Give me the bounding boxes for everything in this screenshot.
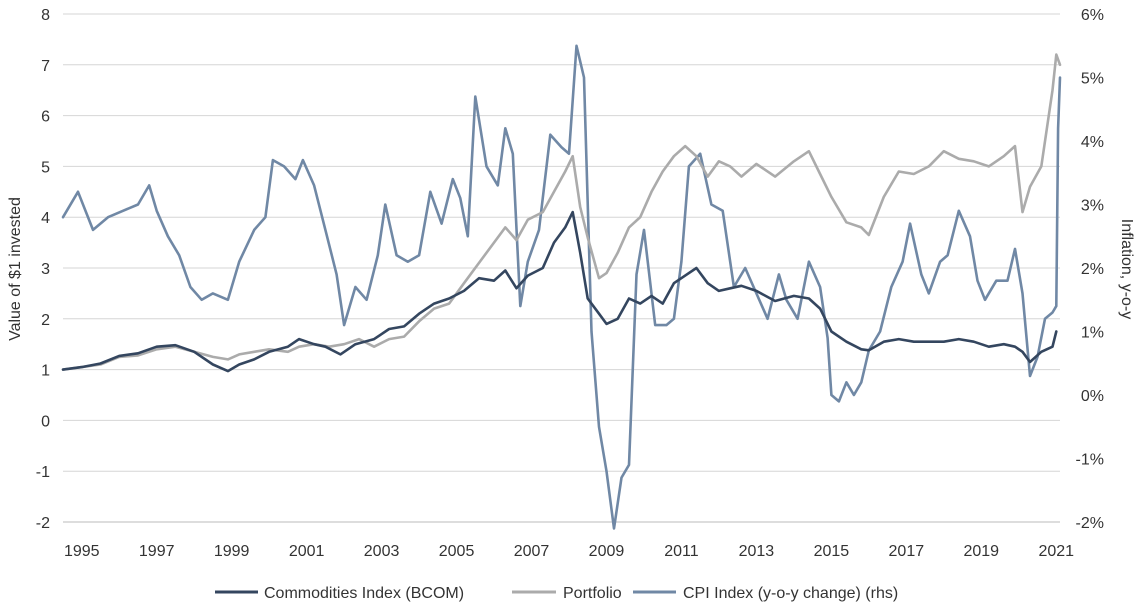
x-tick-label: 2005	[439, 543, 475, 560]
legend-label-commodities: Commodities Index (BCOM)	[264, 585, 464, 602]
x-tick-label: 2021	[1038, 543, 1074, 560]
y-tick-label: 0	[41, 413, 50, 430]
x-tick-label: 1997	[139, 543, 175, 560]
y2-tick-label: 6%	[1081, 7, 1104, 24]
series-line-cpi	[61, 44, 1062, 530]
series-lines	[61, 44, 1062, 530]
gridlines	[63, 13, 1060, 472]
right-axis-ticks: -2% -1% 0% 1% 2% 3% 4% 5% 6%	[1076, 7, 1104, 532]
x-tick-label: 2017	[889, 543, 925, 560]
legend: Commodities Index (BCOM) Portfolio CPI I…	[215, 585, 898, 602]
series-line-commodities	[61, 210, 1058, 373]
y2-tick-label: 5%	[1081, 71, 1104, 88]
y-tick-label: 2	[41, 312, 50, 329]
x-tick-label: 1999	[214, 543, 250, 560]
right-axis-title: Inflation, y-o-y	[1118, 219, 1135, 319]
y-tick-label: 4	[41, 210, 50, 227]
y2-tick-label: 1%	[1081, 325, 1104, 342]
legend-label-portfolio: Portfolio	[563, 585, 622, 602]
y-tick-label: 6	[41, 109, 50, 126]
y-tick-label: -2	[36, 515, 50, 532]
y-tick-label: -1	[36, 464, 50, 481]
y-tick-label: 5	[41, 159, 50, 176]
y-tick-label: 3	[41, 261, 50, 278]
series-line-portfolio	[61, 53, 1062, 371]
x-tick-label: 2019	[963, 543, 999, 560]
x-tick-label: 2011	[664, 543, 699, 560]
y2-tick-label: 4%	[1081, 134, 1104, 151]
x-axis-ticks: 1995 1997 1999 2001 2003 2005 2007 2009 2011 2013…	[64, 543, 1074, 560]
legend-label-cpi: CPI Index (y-o-y change) (rhs)	[683, 585, 898, 602]
x-tick-label: 2001	[289, 543, 325, 560]
x-tick-label: 2013	[739, 543, 775, 560]
left-axis-ticks: -2 -1 0 1 2 3 4 5 6 7 8	[36, 7, 50, 532]
y2-tick-label: -2%	[1076, 515, 1104, 532]
x-tick-label: 1995	[64, 543, 100, 560]
left-axis-title: Value of $1 invested	[7, 197, 24, 341]
x-tick-label: 2009	[589, 543, 625, 560]
x-tick-label: 2003	[364, 543, 400, 560]
y-tick-label: 8	[41, 7, 50, 24]
y-tick-label: 7	[41, 58, 50, 75]
x-tick-label: 2007	[514, 543, 550, 560]
y-tick-label: 1	[41, 363, 50, 380]
y2-tick-label: 2%	[1081, 261, 1104, 278]
x-tick-label: 2015	[814, 543, 850, 560]
y2-tick-label: 3%	[1081, 198, 1104, 215]
y2-tick-label: 0%	[1081, 388, 1104, 405]
y2-tick-label: -1%	[1076, 452, 1104, 469]
